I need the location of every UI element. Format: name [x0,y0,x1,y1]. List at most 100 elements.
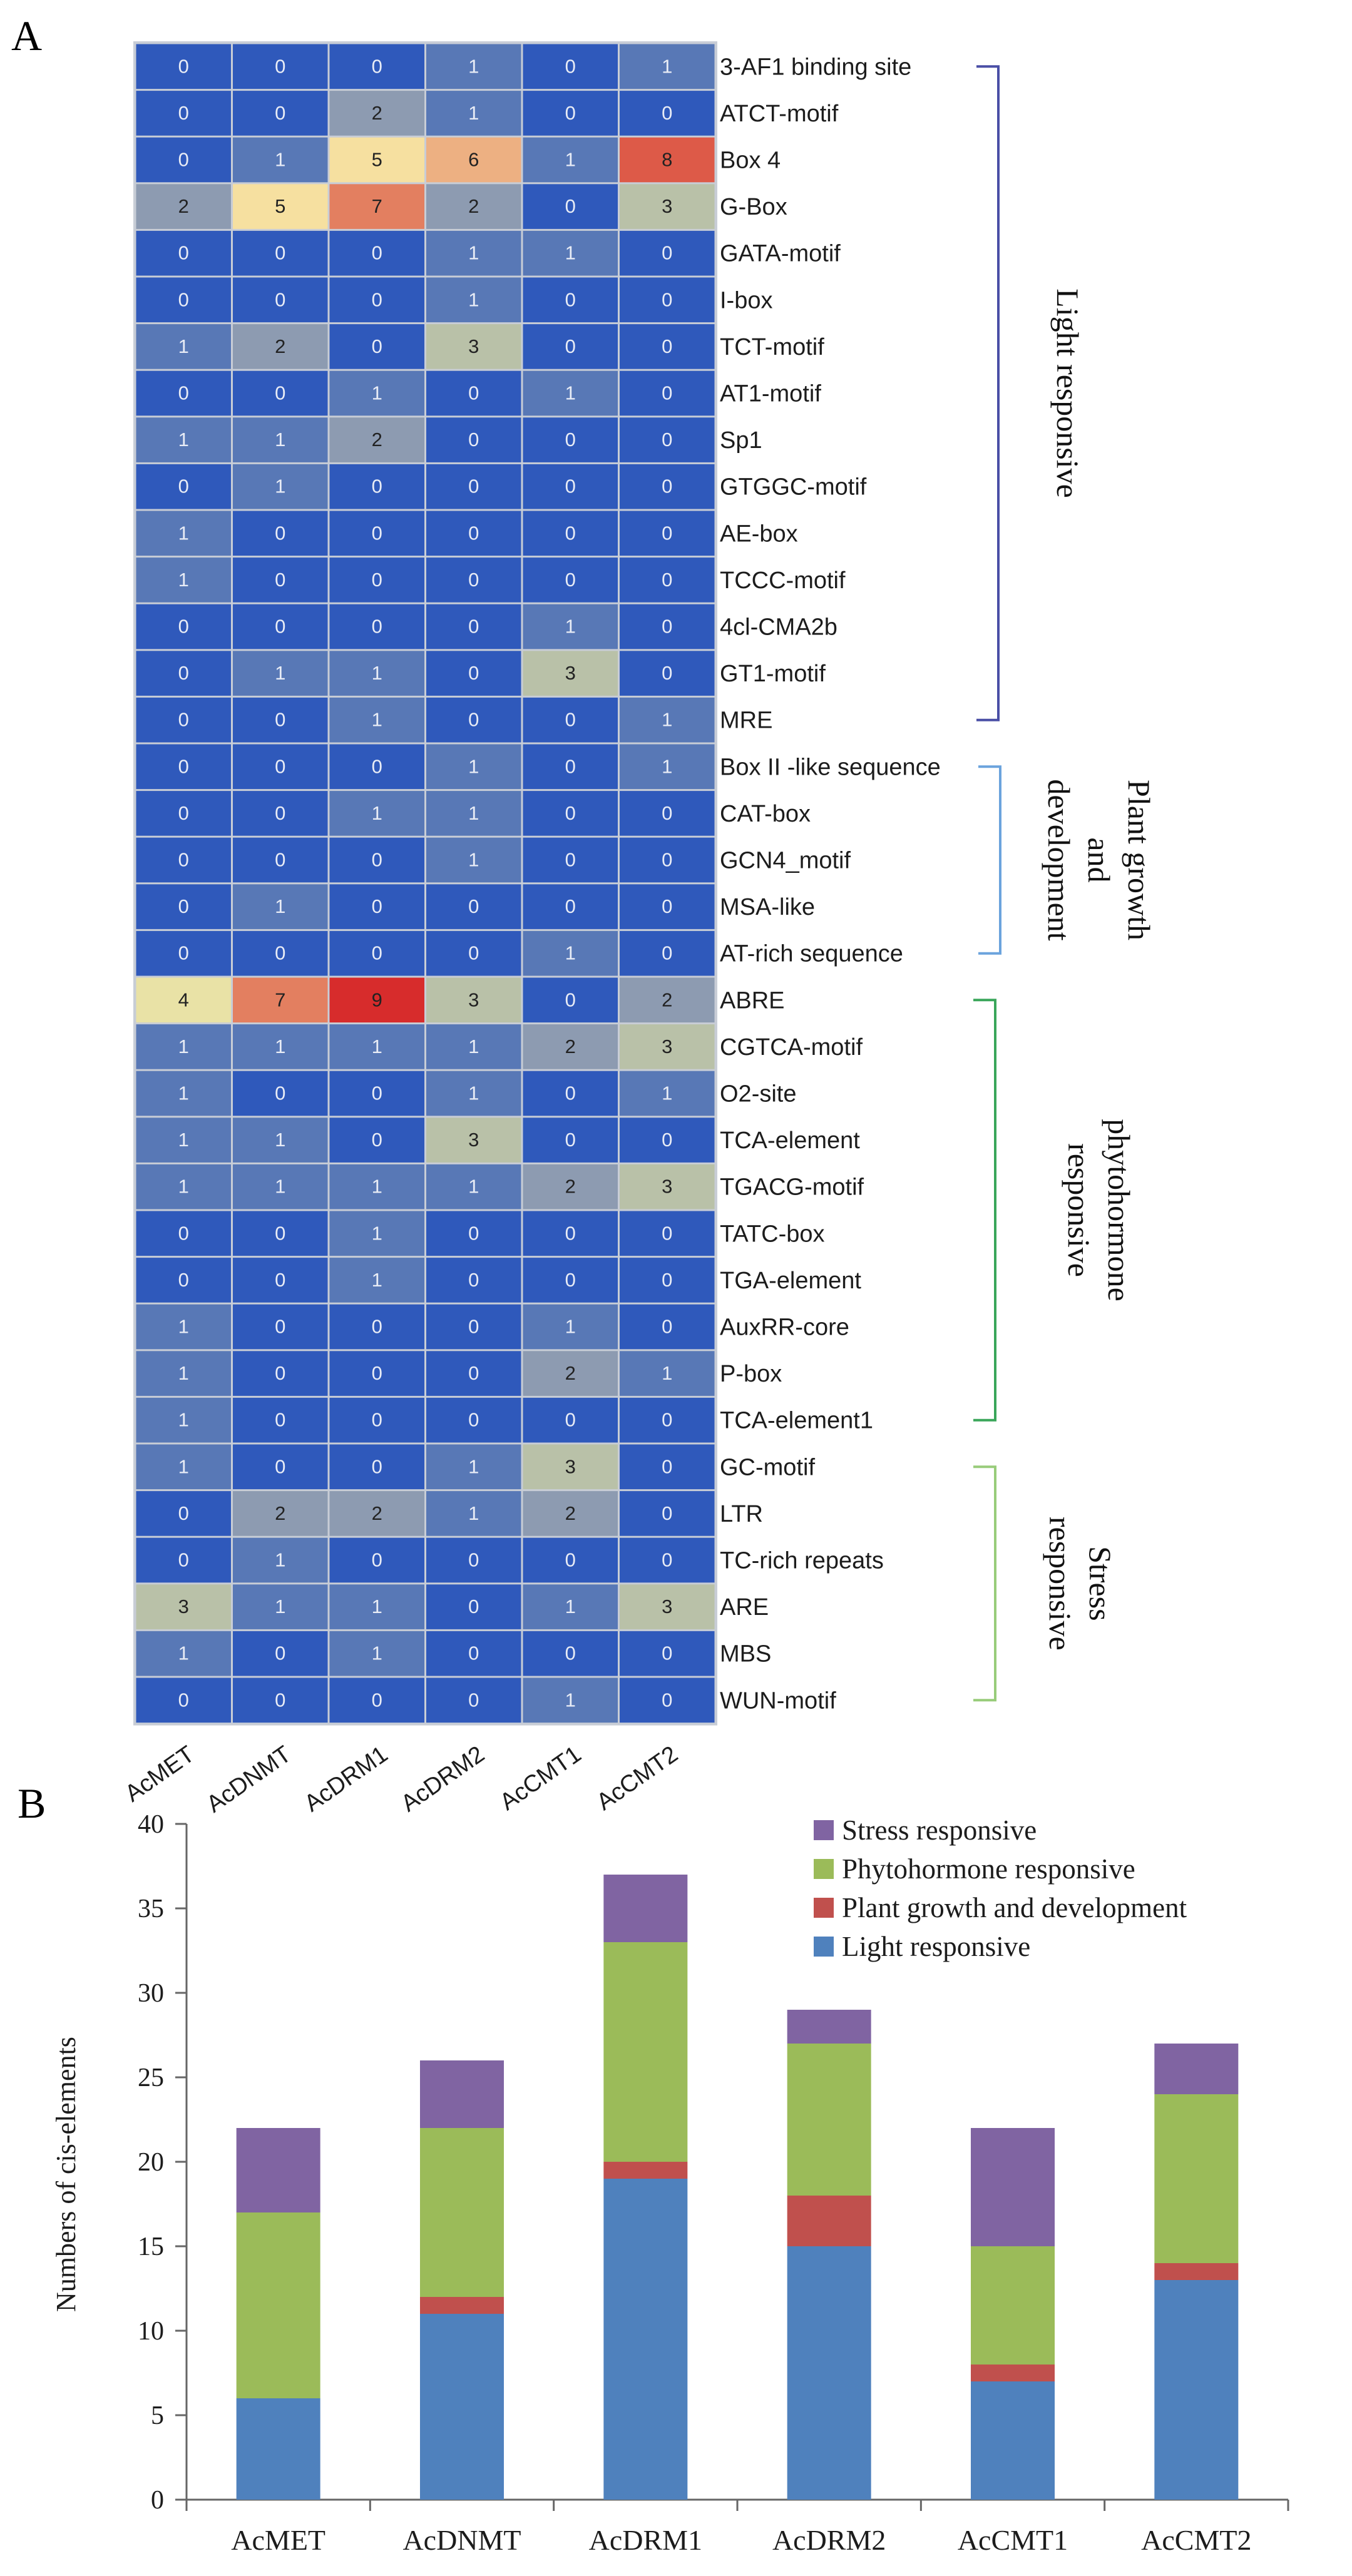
heatmap-cell [136,44,231,89]
heatmap-cell [426,697,521,743]
heatmap-cell-value: 1 [178,1362,189,1384]
heatmap-cell [136,791,231,836]
heatmap-cell-value: 2 [565,1036,576,1057]
bar-segment [787,2246,871,2500]
heatmap-cell-value: 0 [275,1222,285,1244]
bar-segment [1154,2280,1239,2500]
heatmap-cell-value: 1 [468,802,479,824]
heatmap-cell [426,1071,521,1116]
heatmap-cell-value: 0 [372,569,382,591]
heatmap-cell-value: 8 [662,149,672,171]
heatmap-cell-value: 2 [565,1176,576,1198]
heatmap-cell-value: 0 [565,1222,576,1244]
heatmap-cell [233,1537,328,1583]
heatmap-cell [523,1631,618,1676]
heatmap-cell [233,1164,328,1209]
row-label: GC-motif [720,1454,815,1480]
heatmap-cell [136,837,231,883]
heatmap-cell-value: 3 [468,989,479,1011]
heatmap-cell-value: 1 [468,242,479,264]
heatmap-cell [136,1211,231,1256]
heatmap-cell-value: 1 [372,662,382,684]
heatmap-cell-value: 3 [662,1176,672,1198]
heatmap-cell-value: 1 [565,149,576,171]
heatmap-cell-value: 1 [275,1596,285,1617]
heatmap-cell [329,137,424,183]
heatmap-cell [426,277,521,323]
heatmap-cell-value: 0 [662,476,672,497]
panel-b-label: B [18,1779,46,1827]
heatmap-cell [233,930,328,976]
heatmap-cell [329,1584,424,1629]
heatmap-cell [136,1117,231,1163]
group-label-line: responsive [1043,1517,1078,1651]
bar-segment [1154,2263,1239,2280]
heatmap-cell-value: 0 [565,195,576,217]
heatmap-cell [426,44,521,89]
heatmap-cell [329,417,424,462]
heatmap-cell-value: 0 [372,616,382,638]
heatmap-cell [233,1397,328,1443]
heatmap-cell [523,464,618,509]
heatmap-cell [523,417,618,462]
heatmap-cell [233,1258,328,1303]
heatmap-cell-value: 0 [178,709,189,731]
heatmap-cell-value: 2 [275,1502,285,1524]
heatmap-cell-value: 1 [565,1316,576,1338]
heatmap-cell [620,1584,715,1629]
heatmap-cell-value: 1 [178,522,189,544]
heatmap-cell [233,137,328,183]
heatmap-cell [136,1491,231,1536]
heatmap-cell-value: 0 [178,1502,189,1524]
heatmap-cell [620,791,715,836]
heatmap-cell [233,884,328,929]
heatmap-cell-value: 1 [468,55,479,77]
heatmap-cell-value: 2 [662,989,672,1011]
heatmap-cell-value: 1 [275,476,285,497]
heatmap-cell-value: 1 [372,802,382,824]
row-label: MBS [720,1641,771,1667]
bar-segment [603,1875,688,1942]
heatmap-cell [523,230,618,276]
heatmap-cell [233,557,328,603]
row-label: Box 4 [720,148,781,174]
heatmap-cell-value: 5 [372,149,382,171]
heatmap-cell [233,744,328,790]
heatmap-cell-value: 5 [275,195,285,217]
heatmap-cell-value: 0 [178,849,189,871]
heatmap-cell-value: 0 [372,1549,382,1571]
heatmap-cell-value: 0 [275,569,285,591]
heatmap-cell-value: 0 [178,1549,189,1571]
heatmap-cell [523,511,618,556]
heatmap-cell-value: 4 [178,989,189,1011]
row-label: I-box [720,287,772,313]
heatmap-cell-value: 1 [565,382,576,404]
heatmap-cell-value: 1 [178,1036,189,1057]
heatmap-cell-value: 1 [565,1689,576,1711]
heatmap-cell-value: 0 [178,942,189,964]
row-label: ATCT-motif [720,101,839,127]
heatmap-cell-value: 0 [372,849,382,871]
bar-segment [787,2196,871,2246]
heatmap-cell-value: 1 [372,1269,382,1291]
heatmap-cell-value: 0 [275,1642,285,1664]
heatmap-cell-value: 0 [468,569,479,591]
heatmap-cell-value: 3 [468,1129,479,1151]
heatmap-cell [426,1397,521,1443]
row-label: 4cl-CMA2b [720,614,837,641]
heatmap-cell-value: 0 [468,1269,479,1291]
bar-segment [971,2128,1055,2246]
heatmap-cell-value: 0 [178,1689,189,1711]
heatmap-cell-value: 1 [468,849,479,871]
heatmap-cell-value: 0 [468,476,479,497]
heatmap-cell-value: 0 [178,616,189,638]
heatmap-cell-value: 0 [662,429,672,451]
heatmap-cell [620,1164,715,1209]
heatmap-cell [620,1677,715,1723]
legend-label: Phytohormone responsive [842,1853,1135,1885]
heatmap-cell [523,1164,618,1209]
heatmap-cell [523,977,618,1023]
heatmap-cell [426,1351,521,1396]
x-tick-label: AcDNMT [402,2524,521,2556]
heatmap-cell-value: 0 [468,429,479,451]
